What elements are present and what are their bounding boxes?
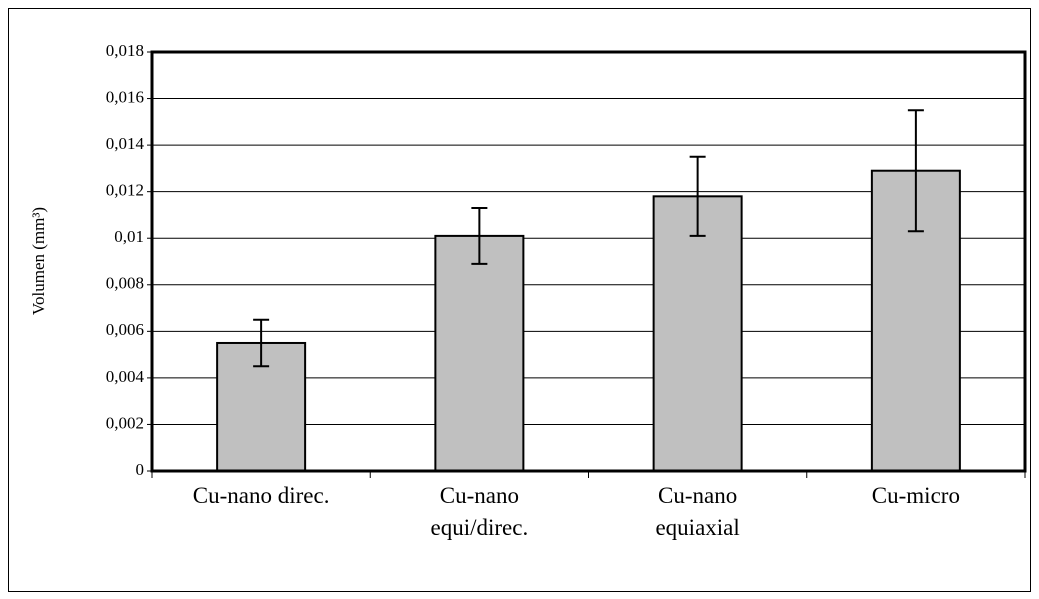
bar — [434, 234, 525, 472]
error-bar — [253, 318, 270, 368]
y-tick-label: 0,014 — [106, 134, 145, 153]
y-tick-label: 0,018 — [106, 41, 144, 60]
y-tick-label: 0,006 — [106, 320, 144, 339]
bar — [652, 195, 743, 472]
y-axis-label: Volumen (mm³) — [29, 207, 48, 315]
plot-border — [150, 50, 1027, 473]
error-bar — [471, 206, 488, 265]
y-tick-label: 0,004 — [106, 367, 145, 386]
error-bar — [907, 109, 924, 233]
y-tick-label: 0,01 — [114, 227, 144, 246]
x-tick-label: Cu-nano equi/direc. — [430, 483, 529, 540]
y-tick-label: 0,008 — [106, 274, 144, 293]
y-tick-label: 0,002 — [106, 413, 144, 432]
y-tick-label: 0,012 — [106, 181, 144, 200]
x-tick-label: Cu-nano equiaxial — [655, 483, 740, 540]
y-tick-label: 0,016 — [106, 87, 144, 106]
x-tick-label: Cu-micro — [871, 483, 960, 508]
x-tick-label: Cu-nano direc. — [192, 483, 330, 508]
y-tick-label: 0 — [136, 460, 145, 479]
error-bar — [689, 155, 706, 237]
